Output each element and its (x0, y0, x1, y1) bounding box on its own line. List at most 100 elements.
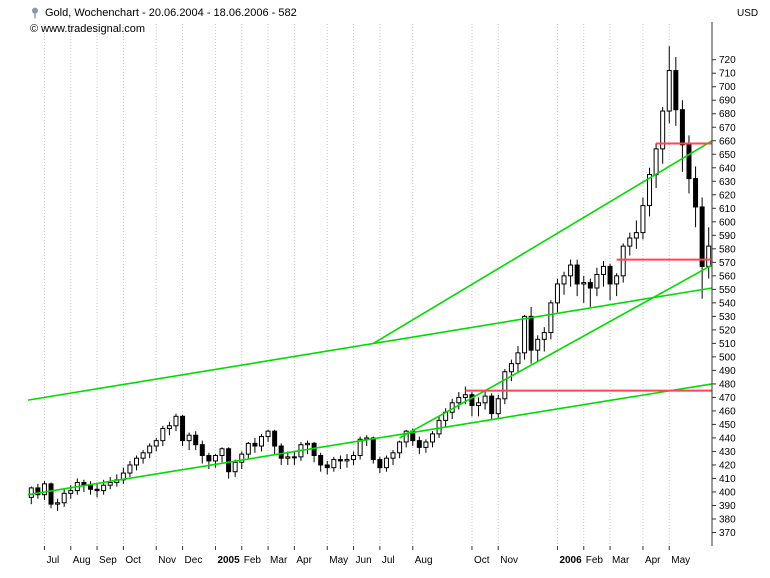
candle-body (35, 487, 41, 496)
candle (620, 243, 626, 283)
candle (587, 278, 593, 307)
candle-body (357, 438, 363, 456)
candle (640, 197, 646, 240)
candle (502, 369, 508, 405)
y-axis-label: 650 (719, 150, 736, 161)
candle (140, 450, 146, 464)
candle-body (633, 232, 639, 239)
candle (265, 429, 271, 442)
candle-body (423, 441, 429, 448)
candle-body (377, 459, 383, 469)
x-axis-label: Mar (612, 555, 630, 566)
y-axis-label: 480 (719, 379, 736, 390)
candle-body (508, 363, 514, 373)
y-axis-label: 630 (719, 177, 736, 188)
candle-body (265, 430, 271, 438)
candle (535, 335, 541, 361)
candle (666, 46, 672, 124)
x-axis-label: May (329, 555, 348, 566)
candle-body (28, 487, 34, 498)
candle-body (212, 454, 218, 462)
candle-body (699, 206, 705, 267)
candle-body (528, 315, 534, 351)
candle (160, 425, 166, 447)
candle-body (258, 436, 264, 447)
pin-icon[interactable] (30, 7, 40, 19)
candle (87, 481, 93, 495)
candle (614, 273, 620, 297)
candle (390, 450, 396, 465)
candle (515, 346, 521, 374)
candle-body (206, 454, 212, 462)
candle-body (502, 371, 508, 400)
candle-body (594, 273, 600, 289)
y-axis-label: 400 (719, 487, 736, 498)
candle-body (429, 433, 435, 443)
candle (476, 397, 482, 417)
candle (245, 441, 251, 460)
candle (574, 259, 580, 297)
candle-body (199, 444, 205, 456)
candle-body (397, 441, 403, 454)
candle-body (541, 332, 547, 340)
candle (291, 451, 297, 465)
y-axis-label: 440 (719, 433, 736, 444)
x-axis-label: Jul (382, 555, 395, 566)
candle-body (101, 484, 107, 492)
x-axis-label: Sep (99, 555, 117, 566)
y-axis-label: 450 (719, 420, 736, 431)
candle-body (311, 442, 317, 456)
candle-body (278, 445, 284, 459)
candle (252, 437, 258, 453)
candle-body (587, 282, 593, 289)
candle (35, 483, 41, 499)
x-axis-label: Oct (125, 555, 141, 566)
candle (258, 433, 264, 452)
candle-body (660, 110, 666, 150)
candle (272, 429, 278, 455)
candle-body (55, 502, 61, 505)
candle (107, 477, 113, 490)
candle-body (153, 440, 159, 447)
candle-body (568, 264, 574, 277)
candle (41, 481, 47, 501)
candle-body (607, 265, 613, 285)
candle (318, 452, 324, 472)
x-axis-label: Oct (474, 555, 490, 566)
candle-body (614, 275, 620, 285)
candle-body (245, 442, 251, 455)
candle-body (679, 109, 685, 146)
candle-body (127, 464, 133, 474)
candle-body (522, 315, 528, 354)
candle-body (68, 490, 74, 494)
y-axis-label: 370 (719, 528, 736, 539)
x-axis-label: Apr (645, 555, 661, 566)
x-axis-label: Feb (586, 555, 604, 566)
candle (489, 393, 495, 420)
candle (94, 482, 100, 498)
candle-body (673, 70, 679, 111)
x-axis-label: Aug (73, 555, 91, 566)
x-axis-label: 2006 (559, 555, 582, 566)
candle-body (186, 434, 192, 442)
candle (120, 467, 126, 484)
y-axis-label: 600 (719, 217, 736, 228)
candle-body (482, 395, 488, 404)
candle (554, 278, 560, 313)
y-axis-label: 580 (719, 244, 736, 255)
y-axis-label: 620 (719, 190, 736, 201)
x-axis-label: 2005 (217, 555, 240, 566)
candle (331, 456, 337, 472)
candle (541, 327, 547, 352)
y-axis-label: 610 (719, 204, 736, 215)
candle (706, 227, 712, 279)
y-axis-label: 540 (719, 298, 736, 309)
candle (416, 436, 422, 455)
candle (206, 452, 212, 470)
candle-body (489, 395, 495, 415)
candle (693, 166, 699, 228)
y-axis-label: 720 (719, 55, 736, 66)
y-axis-label: 700 (719, 82, 736, 93)
candle-body (476, 402, 482, 407)
